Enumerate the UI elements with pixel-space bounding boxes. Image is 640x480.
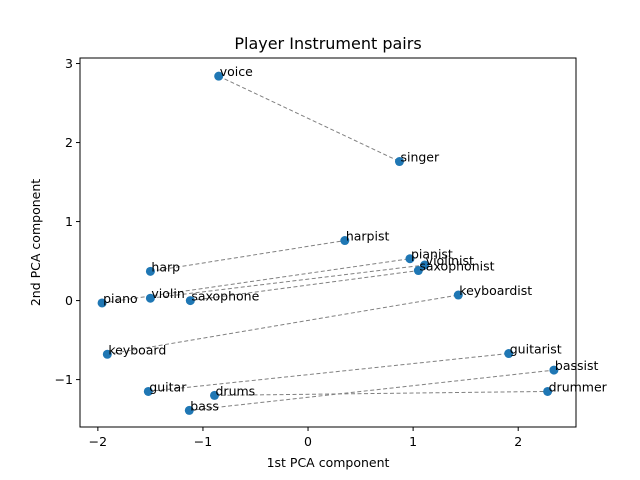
y-tick-label: 3 [65,56,73,71]
x-tick-label: 1 [409,434,417,449]
point-piano [97,298,107,308]
point-keyboard [102,349,112,359]
point-harp [145,266,155,276]
pair-line-voice-singer [218,75,400,162]
point-label-bass: bass [190,398,219,413]
point-keyboardist [453,290,463,300]
point-label-guitar: guitar [149,379,187,394]
point-bassist [549,365,559,375]
point-label-guitarist: guitarist [510,342,562,357]
point-label-harp: harp [151,259,180,274]
point-pianist [405,254,415,264]
point-singer [394,157,404,167]
point-bass [184,405,194,415]
point-label-voice: voice [220,64,253,79]
pair-line-guitar-guitarist [148,353,509,392]
y-tick-label: −1 [55,372,73,387]
point-label-piano: piano [103,291,138,306]
point-label-saxophonist: saxophonist [419,259,494,274]
point-label-violin: violin [151,286,184,301]
point-voice [214,71,224,81]
x-tick-label: −1 [194,434,212,449]
pair-line-saxophone-saxophonist [190,270,419,302]
x-tick-label: −2 [89,434,107,449]
pair-line-harp-harpist [150,240,345,272]
point-drummer [543,386,553,396]
point-violinist [420,260,430,270]
point-label-violinist: violinist [426,253,474,268]
y-tick-label: 2 [65,135,73,150]
y-tick-label: 1 [65,214,73,229]
point-label-bassist: bassist [555,358,599,373]
point-violin [145,293,155,303]
point-harpist [340,236,350,246]
y-axis-ticks: −1 0 1 2 3 [55,56,80,387]
data-points [97,71,559,415]
point-label-harpist: harpist [346,229,390,244]
x-axis-ticks: −2 −1 0 1 2 [89,427,522,449]
point-label-saxophone: saxophone [191,289,259,304]
pair-line-bass-bassist [189,369,554,411]
point-label-keyboard: keyboard [108,342,166,357]
pair-line-drums-drummer [214,390,548,396]
y-axis-label: 2nd PCA component [28,179,43,306]
point-drums [210,390,220,400]
point-saxophone [185,296,195,306]
y-tick-label: 0 [65,293,73,308]
point-guitar [143,386,153,396]
plot-frame [79,57,577,428]
pair-line-keyboard-keyboardist [107,294,459,355]
point-label-singer: singer [400,150,440,165]
point-label-keyboardist: keyboardist [459,283,532,298]
x-axis-label: 1st PCA component [267,455,390,470]
point-label-drums: drums [216,383,256,398]
point-label-pianist: pianist [411,247,453,262]
chart-title: Player Instrument pairs [234,34,421,53]
pair-lines [101,75,554,411]
x-tick-label: 0 [304,434,312,449]
point-labels: voicesingerharpistpianistviolinistsaxoph… [103,64,608,413]
point-guitarist [504,349,514,359]
x-tick-label: 2 [514,434,522,449]
point-saxophonist [413,266,423,276]
pair-line-violin-violinist [150,264,425,299]
point-label-drummer: drummer [549,379,608,394]
